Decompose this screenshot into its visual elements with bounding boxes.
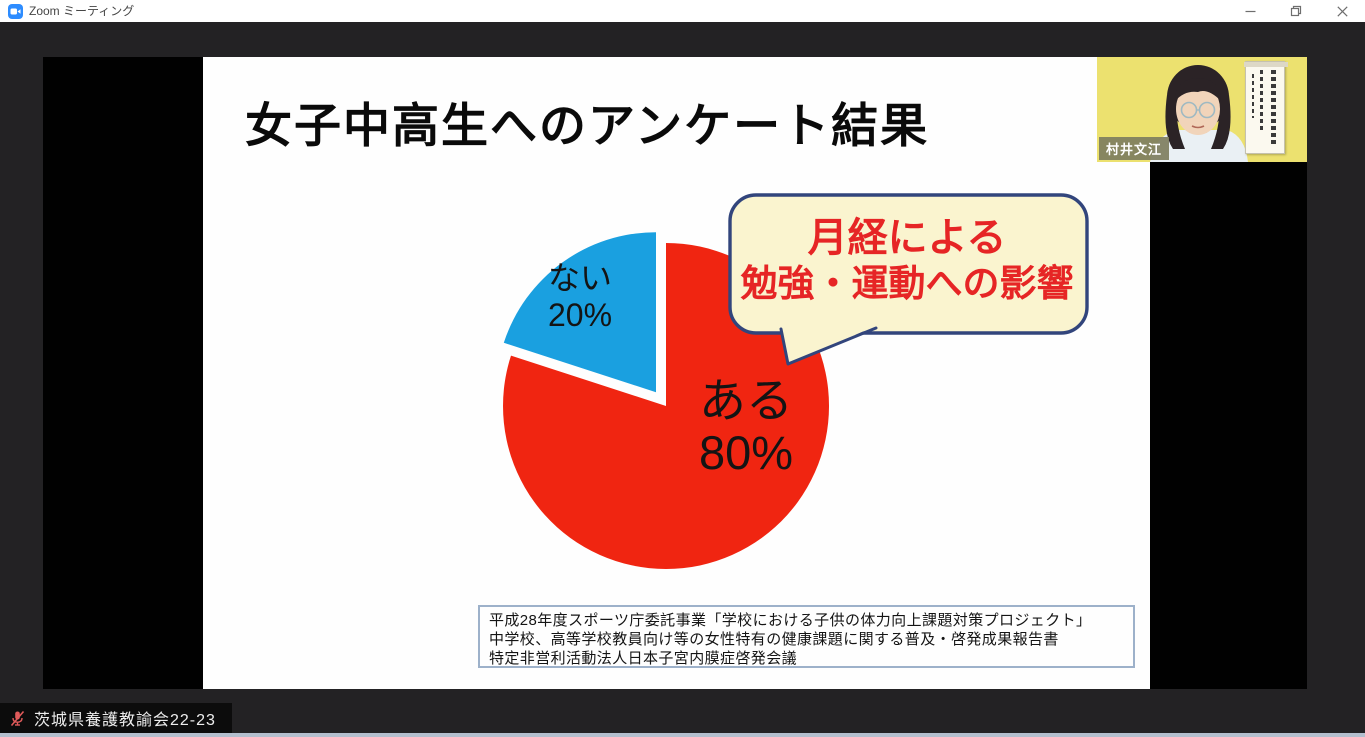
citation-line-2: 中学校、高等学校教員向け等の女性特有の健康課題に関する普及・啓発成果報告書	[489, 631, 1059, 649]
camera-icon	[10, 8, 21, 15]
minimize-icon	[1245, 10, 1255, 12]
calligraphy-scroll	[1244, 61, 1288, 154]
pie-label-no-value: 20%	[547, 297, 613, 334]
pie-label-no: ない 20%	[548, 260, 612, 334]
microphone-muted-icon	[10, 710, 25, 726]
webcam-thumbnail[interactable]: 村井文江	[1097, 57, 1307, 162]
titlebar: Zoom ミーティング	[0, 0, 1365, 22]
source-citation-box: 平成28年度スポーツ庁委託事業「学校における子供の体力向上課題対策プロジェクト」…	[478, 605, 1135, 668]
account-name: 茨城県養護教諭会22-23	[34, 712, 216, 729]
meeting-stage: 女子中高生へのアンケート結果 ない 20% ある 80%	[0, 22, 1365, 737]
pie-label-yes-name: ある	[698, 374, 793, 427]
window-title: Zoom ミーティング	[29, 4, 135, 18]
participant-video	[1150, 65, 1248, 162]
minimize-button[interactable]	[1227, 0, 1273, 22]
window-controls	[1227, 0, 1365, 22]
citation-line-1: 平成28年度スポーツ庁委託事業「学校における子供の体力向上課題対策プロジェクト」	[489, 612, 1092, 629]
pie-label-yes-value: 80%	[698, 425, 794, 479]
pie-chart	[503, 193, 1089, 569]
speech-bubble	[728, 193, 1089, 366]
speech-bubble-text: 月経による 勉強・運動への影響	[741, 215, 1074, 306]
taskbar-edge	[0, 733, 1365, 737]
restore-icon	[1290, 5, 1302, 17]
bubble-line-1: 月経による	[807, 216, 1007, 260]
active-speaker-label: 茨城県養護教諭会22-23	[0, 703, 232, 733]
screen-share-area: 女子中高生へのアンケート結果 ない 20% ある 80%	[43, 57, 1307, 689]
close-button[interactable]	[1319, 0, 1365, 22]
zoom-app-icon	[8, 4, 23, 19]
pie-label-no-name: ない	[547, 260, 613, 296]
bubble-line-2: 勉強・運動への影響	[740, 263, 1074, 305]
citation-line-3: 特定非営利活動法人日本子宮内膜症啓発会議	[489, 650, 798, 668]
slide-title: 女子中高生へのアンケート結果	[245, 99, 930, 152]
participant-name-tag: 村井文江	[1099, 137, 1170, 160]
close-icon	[1336, 5, 1348, 17]
restore-button[interactable]	[1273, 0, 1319, 22]
presentation-slide: 女子中高生へのアンケート結果 ない 20% ある 80%	[203, 57, 1150, 689]
pie-label-yes: ある 80%	[699, 375, 793, 478]
pie-slice-no	[503, 232, 657, 393]
